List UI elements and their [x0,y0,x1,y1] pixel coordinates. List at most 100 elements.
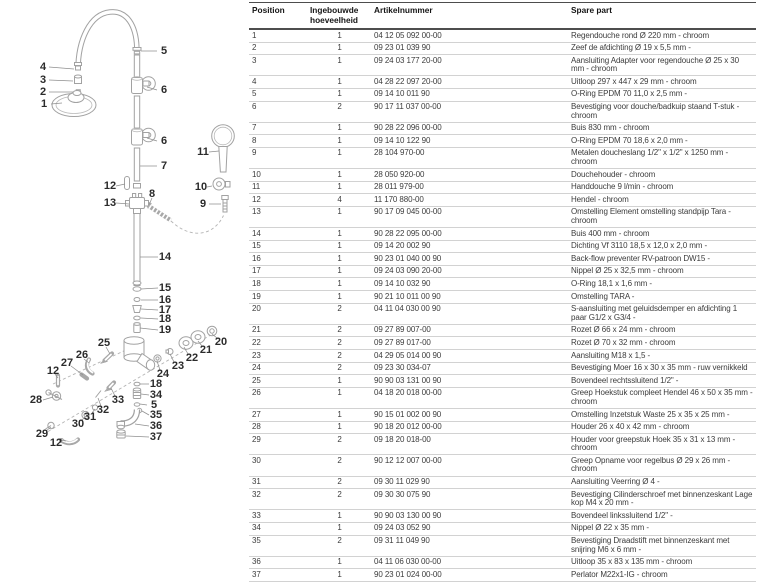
diagram-label-7: 7 [160,160,168,172]
exploded-diagram-art [42,9,235,446]
table-row: 4 1 04 28 22 097 20-00 Uitloop 297 x 447 x … [249,76,756,89]
spare-part-cell: Bevestiging Cilinderschroef met binnenze… [571,489,753,508]
quantity-cell: 1 [337,55,342,65]
spare-part-cell: Nippel Ø 22 x 35 mm - [571,523,649,533]
diagram-label-23: 23 [171,360,185,372]
spare-part-cell: S-aansluiting met geluidsdemper en afdic… [571,304,738,322]
quantity-cell: 2 [337,489,342,499]
position-cell: 26 [252,388,261,398]
artikelnummer-cell: 04 11 06 030 00-00 [374,557,442,567]
table-row: 8 1 09 14 10 122 90 O-Ring EPDM 70 18,6 x 2… [249,135,756,148]
arm-adapter [74,74,82,93]
table-row: 3 1 09 24 03 177 20-00 Aansluiting Adapter … [249,55,756,76]
left-handle-parts [45,351,117,446]
spare-part-cell: Metalen doucheslang 1/2" x 1/2" x 1250 m… [571,148,729,167]
artikelnummer-cell: 09 14 10 122 90 [374,135,431,145]
table-row: 6 2 90 17 11 037 00-00 Bevestiging voor dou… [249,101,756,123]
rain-shower-head [51,90,97,117]
quantity-cell: 4 [337,194,342,204]
spare-part-cell: Back-flow preventer RV-patroon DW15 - [571,253,710,263]
wall-bracket-upper [131,76,156,94]
diagram-label-34: 34 [149,389,163,401]
table-row: 22 2 09 27 89 017-00 Rozet Ø 70 x 32 mm - c… [249,337,756,350]
position-cell: 6 [252,102,257,112]
position-cell: 22 [252,337,261,347]
spare-part-cell: Perlator M22x1-IG - chroom [571,569,668,579]
position-cell: 34 [252,523,261,533]
artikelnummer-cell: 09 27 89 007-00 [374,325,431,335]
tee-fitting [124,176,149,214]
position-cell: 1 [252,30,257,40]
spare-part-cell: Aansluiting Adapter voor regendouche Ø 2… [571,55,739,74]
table-row: 12 4 11 170 880-00 Hendel - chroom [249,194,756,207]
spare-part-cell: Buis 830 mm - chroom [571,123,650,133]
quantity-cell: 1 [337,182,342,192]
table-row: 33 1 90 90 03 130 00 90 Bovendeel linksslui… [249,510,756,523]
position-cell: 35 [252,536,261,546]
exploded-diagram: 1 2 3 4 5 6 6 7 8 9 10 11 12 13 14 15 16 17 18 19 20 21 22 23 24… [0,0,248,547]
quantity-cell: 1 [337,228,342,238]
table-row: 28 1 90 18 20 012 00-00 Houder 26 x 40 x 42… [249,421,756,434]
diagram-label-31: 31 [83,411,97,423]
diagram-label-12: 12 [103,180,117,192]
artikelnummer-cell: 09 23 01 039 90 [374,43,431,53]
parts-list-panel: Position Ingebouwde hoeveelheid Artikeln… [249,2,756,582]
quantity-cell: 2 [337,350,342,360]
table-row: 36 1 04 11 06 030 00-00 Uitloop 35 x 83 x 1… [249,556,756,569]
table-row: 18 1 09 14 10 032 90 O-Ring 18,1 x 1,6 mm - [249,278,756,291]
artikelnummer-cell: 09 30 30 075 90 [374,489,431,499]
artikelnummer-cell: 09 24 03 052 90 [374,523,431,533]
diagram-label-22: 22 [185,352,199,364]
table-row: 14 1 90 28 22 095 00-00 Buis 400 mm - chroo… [249,228,756,241]
artikelnummer-cell: 04 12 05 092 00-00 [374,30,442,40]
leader-lines [42,50,221,442]
quantity-cell: 2 [337,434,342,444]
diagram-label-12: 12 [46,365,60,377]
spare-part-cell: Greep Hoekstuk compleet Hendel 46 x 50 x… [571,388,753,406]
diagram-label-37: 37 [149,431,163,443]
artikelnummer-cell: 90 90 03 131 00 90 [374,375,442,385]
spare-part-cell: Greep Opname voor regelbus Ø 29 x 26 mm … [571,455,731,474]
diagram-label-14: 14 [158,251,172,263]
artikelnummer-cell: 90 21 10 011 00 90 [374,291,441,301]
column-header-position: Position [252,5,285,15]
quantity-cell: 1 [337,148,342,158]
quantity-cell: 1 [337,557,342,567]
spare-part-cell: O-Ring EPDM 70 11,0 x 2,5 mm - [571,89,688,99]
diagram-label-35: 35 [149,409,163,421]
diagram-label-10: 10 [194,181,208,193]
spare-part-cell: Bevestiging voor douche/badkuip staand T… [571,102,740,120]
position-cell: 21 [252,325,261,335]
diagram-label-11: 11 [197,146,209,158]
position-cell: 27 [252,409,261,419]
spare-part-cell: Zeef de afdichting Ø 19 x 5,5 mm - [571,43,691,53]
hose-cone-fitting [221,195,229,213]
diagram-label-1: 1 [40,98,48,110]
spare-part-cell: O-Ring 18,1 x 1,6 mm - [571,278,652,288]
spare-part-cell: Bovendeel rechtssluitend 1/2" - [571,375,679,385]
artikelnummer-cell: 09 14 10 011 90 [374,89,430,99]
spare-part-cell: Nippel Ø 25 x 32,5 mm - chroom [571,266,684,276]
quantity-cell: 1 [337,169,342,179]
quantity-cell: 1 [337,253,342,263]
right-fittings [153,325,218,363]
table-row: 1 1 04 12 05 092 00-00 Regendouche rond Ø 2… [249,29,756,43]
artikelnummer-cell: 09 30 11 029 90 [374,477,430,487]
position-cell: 29 [252,434,261,444]
artikelnummer-cell: 90 17 09 045 00-00 [374,207,442,217]
hand-shower [211,124,235,173]
quantity-cell: 2 [337,363,342,373]
quantity-cell: 1 [337,30,342,40]
artikelnummer-cell: 90 28 22 095 00-00 [374,228,442,238]
quantity-cell: 1 [337,278,342,288]
quantity-cell: 2 [337,102,342,112]
artikelnummer-cell: 90 12 12 007 00-00 [374,455,442,465]
diagram-label-13: 13 [103,197,117,209]
table-row: 17 1 09 24 03 090 20-00 Nippel Ø 25 x 32,5 … [249,265,756,278]
diagram-label-21: 21 [199,344,213,356]
diagram-label-19: 19 [158,324,172,336]
artikelnummer-cell: 28 011 979-00 [374,182,424,192]
spare-part-cell: Uitloop 297 x 447 x 29 mm - chroom [571,76,697,86]
spare-part-cell: Houder 26 x 40 x 42 mm - chroom [571,422,690,432]
artikelnummer-cell: 90 23 01 024 00-00 [374,569,442,579]
